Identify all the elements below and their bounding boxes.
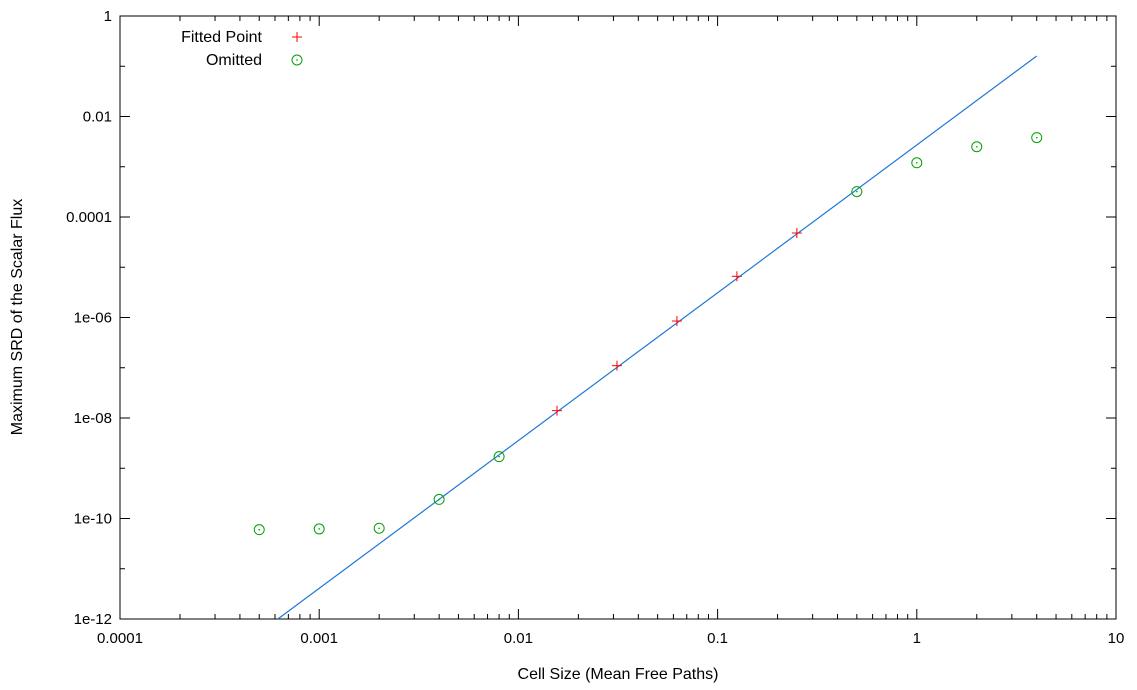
omitted-point — [971, 141, 983, 153]
omitted-point — [493, 451, 505, 463]
circle-marker-dot — [258, 528, 261, 531]
x-tick-label: 0.0001 — [97, 630, 143, 647]
omitted-point — [851, 186, 863, 198]
y-tick-label: 1e-10 — [74, 511, 112, 528]
circle-marker-ring — [971, 141, 983, 153]
circle-marker-ring — [253, 524, 265, 536]
circle-marker-ring — [493, 451, 505, 463]
fit-line-layer — [277, 55, 1038, 620]
circle-marker-dot — [916, 161, 918, 164]
x-tick-label: 0.01 — [504, 630, 533, 647]
x-tick-label: 10 — [1108, 630, 1125, 647]
fitted-point — [611, 360, 622, 371]
fitted-point — [671, 316, 682, 327]
fitted-point — [731, 271, 742, 282]
data-points-layer — [253, 132, 1043, 536]
legend-label: Fitted Point — [181, 29, 262, 46]
circle-marker-ring — [433, 493, 445, 505]
fit-line — [277, 55, 1038, 620]
omitted-point — [253, 524, 265, 536]
omitted-point — [373, 522, 385, 534]
y-tick-label: 1e-06 — [74, 310, 112, 327]
circle-marker-dot — [975, 145, 978, 148]
legend: Fitted Point Omitted — [181, 29, 303, 69]
circle-marker-ring — [851, 186, 863, 198]
circle-marker-dot — [318, 528, 321, 530]
legend-label: Omitted — [206, 52, 262, 69]
circle-marker-ring — [373, 522, 385, 534]
x-tick-label: 0.001 — [300, 630, 338, 647]
circle-marker-ring — [313, 523, 325, 535]
y-axis-title: Maximum SRD of the Scalar Flux — [9, 199, 26, 436]
y-tick-label: 1 — [104, 8, 112, 25]
omitted-point — [1031, 132, 1043, 144]
legend-marker-omitted — [291, 54, 303, 66]
omitted-point — [433, 493, 445, 505]
omitted-point — [911, 157, 923, 169]
x-axis-title: Cell Size (Mean Free Paths) — [518, 666, 719, 683]
circle-marker-ring — [1031, 132, 1043, 144]
circle-marker-dot — [378, 527, 380, 530]
y-tick-label: 0.0001 — [66, 209, 112, 226]
circle-marker-dot — [438, 498, 440, 501]
circle-marker-ring — [291, 54, 303, 66]
y-tick-label: 1e-08 — [74, 410, 112, 427]
y-tick-label: 0.01 — [83, 109, 112, 126]
circle-marker-dot — [498, 455, 500, 458]
fitted-point — [791, 228, 802, 239]
plot-frame — [119, 15, 1117, 620]
axis-ticks: 0.0001 0.001 0.01 0.1 1 10 1e-12 1e-10 1e-08 1e-0… — [66, 8, 1124, 647]
x-tick-label: 0.1 — [707, 630, 728, 647]
circle-marker-dot — [856, 190, 858, 193]
circle-marker-dot — [1035, 136, 1038, 139]
x-tick-label: 1 — [913, 630, 921, 647]
legend-marker-fitted — [292, 32, 302, 42]
y-tick-label: 1e-12 — [74, 611, 112, 628]
circle-marker-dot — [296, 59, 298, 61]
fitted-point — [552, 405, 563, 416]
circle-marker-ring — [911, 157, 923, 169]
omitted-point — [313, 523, 325, 535]
